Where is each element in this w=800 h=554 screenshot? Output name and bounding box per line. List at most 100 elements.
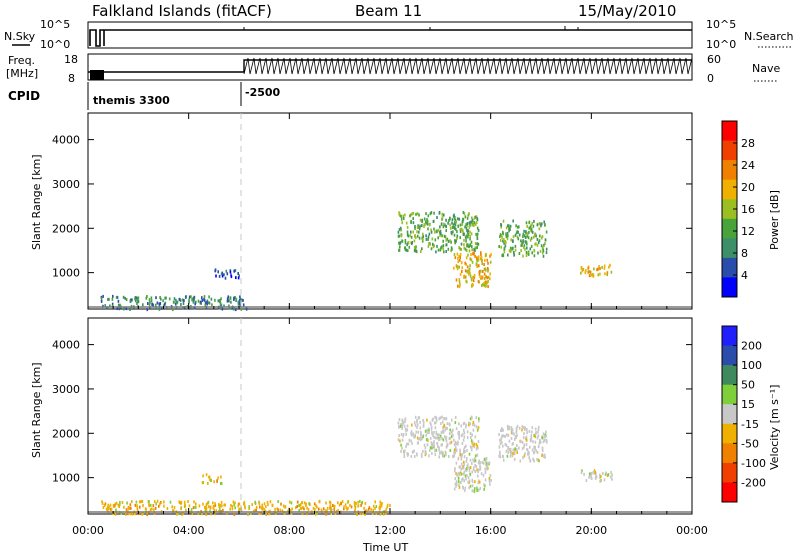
data-cell bbox=[501, 235, 503, 239]
data-cell bbox=[419, 420, 421, 424]
data-cell bbox=[237, 276, 240, 280]
time-tick-label: 20:00 bbox=[575, 524, 607, 537]
data-cell bbox=[414, 234, 416, 238]
data-cell bbox=[221, 504, 223, 508]
data-cell bbox=[443, 250, 445, 254]
data-cell bbox=[445, 238, 447, 242]
data-cell bbox=[479, 486, 482, 490]
data-cell bbox=[523, 443, 526, 447]
data-cell bbox=[101, 500, 103, 504]
data-cell bbox=[296, 505, 298, 508]
data-cell bbox=[158, 307, 161, 311]
data-cell bbox=[448, 432, 451, 436]
data-cell bbox=[541, 449, 544, 452]
data-cell bbox=[510, 431, 513, 435]
data-cell bbox=[456, 230, 458, 234]
data-cell bbox=[456, 234, 459, 238]
data-cell bbox=[538, 239, 541, 243]
data-cell bbox=[460, 472, 463, 476]
data-cell bbox=[454, 467, 456, 471]
data-cell bbox=[214, 268, 217, 272]
data-cell bbox=[134, 503, 137, 507]
data-cell bbox=[487, 261, 489, 265]
data-cell bbox=[400, 449, 402, 453]
data-cell bbox=[468, 468, 471, 472]
data-cell bbox=[320, 508, 323, 512]
data-cell bbox=[219, 299, 221, 302]
data-cell bbox=[476, 216, 478, 220]
data-cell bbox=[234, 269, 237, 272]
data-cell bbox=[134, 511, 136, 515]
data-cell bbox=[191, 298, 194, 302]
data-cell bbox=[460, 457, 463, 461]
data-cell bbox=[410, 431, 412, 435]
data-cell bbox=[465, 477, 467, 481]
data-cell bbox=[477, 426, 480, 430]
data-cell bbox=[221, 274, 224, 278]
data-cell bbox=[499, 452, 501, 456]
data-cell bbox=[431, 451, 433, 455]
data-cell bbox=[254, 508, 256, 512]
data-cell bbox=[530, 236, 533, 240]
data-cell bbox=[513, 452, 516, 456]
data-cell bbox=[233, 296, 235, 300]
data-cell bbox=[238, 298, 241, 302]
colorbar-swatch bbox=[722, 443, 737, 464]
data-cell bbox=[470, 240, 473, 244]
data-cell bbox=[468, 423, 470, 427]
data-cell bbox=[545, 230, 548, 234]
data-cell bbox=[447, 221, 449, 225]
data-cell bbox=[350, 505, 353, 509]
data-cell bbox=[428, 242, 430, 246]
data-cell bbox=[442, 244, 445, 248]
data-cell bbox=[502, 458, 505, 462]
data-cell bbox=[532, 440, 534, 444]
data-cell bbox=[461, 442, 464, 445]
data-cell bbox=[463, 448, 465, 452]
data-cell bbox=[459, 255, 461, 259]
data-cell bbox=[128, 511, 130, 515]
data-cell bbox=[489, 474, 492, 478]
data-cell bbox=[540, 244, 543, 248]
data-cell bbox=[330, 511, 332, 515]
data-cell bbox=[452, 230, 454, 234]
data-cell bbox=[509, 246, 512, 250]
data-cell bbox=[441, 217, 443, 221]
data-cell bbox=[462, 438, 465, 442]
data-cell bbox=[223, 273, 225, 277]
data-cell bbox=[338, 503, 341, 507]
data-cell bbox=[469, 230, 471, 234]
data-cell bbox=[204, 506, 206, 509]
data-cell bbox=[458, 285, 461, 289]
data-cell bbox=[107, 503, 109, 507]
data-cell bbox=[122, 295, 125, 299]
data-cell bbox=[224, 503, 226, 507]
data-cell bbox=[420, 452, 423, 456]
data-cell bbox=[201, 511, 203, 515]
data-cell bbox=[222, 508, 224, 512]
data-cell bbox=[512, 246, 514, 250]
data-cell bbox=[456, 473, 458, 477]
data-cell bbox=[372, 504, 375, 508]
data-cell bbox=[476, 259, 478, 263]
data-cell bbox=[453, 449, 456, 453]
data-cell bbox=[499, 233, 502, 237]
data-cell bbox=[511, 428, 514, 432]
data-cell bbox=[263, 508, 265, 511]
data-cell bbox=[518, 233, 521, 237]
data-cell bbox=[159, 302, 162, 305]
data-cell bbox=[470, 253, 472, 256]
y-tick-label: 4000 bbox=[52, 134, 80, 147]
data-cell bbox=[445, 437, 447, 441]
data-cell bbox=[429, 242, 431, 246]
data-cell bbox=[430, 247, 433, 251]
data-cell bbox=[190, 295, 192, 299]
data-cell bbox=[413, 449, 415, 453]
data-cell bbox=[265, 505, 267, 509]
data-cell bbox=[210, 512, 212, 516]
data-cell bbox=[471, 248, 473, 252]
data-cell bbox=[516, 424, 519, 428]
data-cell bbox=[176, 300, 179, 304]
data-cell bbox=[447, 239, 450, 243]
data-cell bbox=[397, 230, 400, 234]
